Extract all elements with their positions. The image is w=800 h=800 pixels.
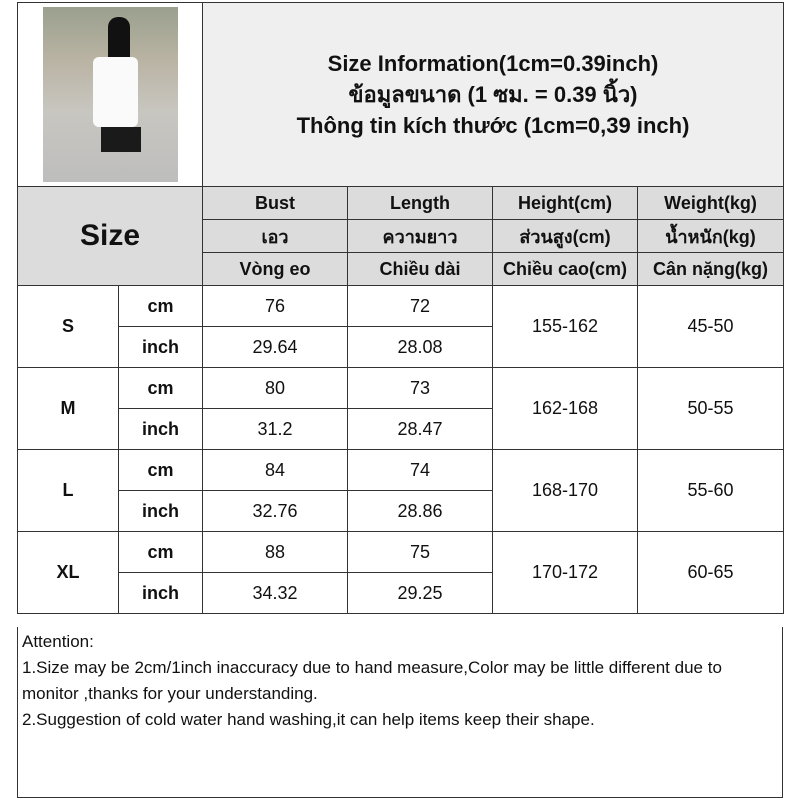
length-cm: 72 <box>347 285 493 327</box>
header-height-th: ส่วนสูง(cm) <box>492 219 638 253</box>
weight-range: 60-65 <box>637 531 784 614</box>
bust-inch: 29.64 <box>202 326 348 368</box>
unit-cell: cm <box>118 367 203 409</box>
header-weight-th: น้ำหนัก(kg) <box>637 219 784 253</box>
unit-cell: cm <box>118 285 203 327</box>
header-height-en: Height(cm) <box>492 186 638 220</box>
header-bust-th: เอว <box>202 219 348 253</box>
height-range: 168-170 <box>492 449 638 532</box>
header-bust-vi: Vòng eo <box>202 252 348 286</box>
table-row: inch 31.2 28.47 <box>18 408 784 450</box>
table-row: XL cm 88 75 170-172 60-65 <box>17 531 784 614</box>
header-height-vi: Chiều cao(cm) <box>492 252 638 286</box>
length-cm: 74 <box>347 449 493 491</box>
height-range: 170-172 <box>492 531 638 614</box>
table-row: inch 32.76 28.86 <box>18 490 784 532</box>
header-length-vi: Chiều dài <box>347 252 493 286</box>
length-cm: 75 <box>347 531 493 573</box>
note-1: 1.Size may be 2cm/1inch inaccuracy due t… <box>22 658 722 703</box>
header-length-en: Length <box>347 186 493 220</box>
unit-cell: inch <box>118 572 203 614</box>
size-cell: S <box>17 285 119 368</box>
product-photo-cell <box>17 2 203 187</box>
length-inch: 29.25 <box>347 572 493 614</box>
table-row: inch 34.32 29.25 <box>18 572 784 614</box>
bust-cm: 76 <box>202 285 348 327</box>
header-length-th: ความยาว <box>347 219 493 253</box>
bust-inch: 34.32 <box>202 572 348 614</box>
attention-notes: Attention: 1.Size may be 2cm/1inch inacc… <box>17 627 783 798</box>
header-weight-en: Weight(kg) <box>637 186 784 220</box>
bust-inch: 32.76 <box>202 490 348 532</box>
size-header: Size <box>17 186 203 286</box>
header-weight-vi: Cân nặng(kg) <box>637 252 784 286</box>
bust-cm: 80 <box>202 367 348 409</box>
weight-range: 50-55 <box>637 367 784 450</box>
notes-heading: Attention: <box>22 632 94 651</box>
size-cell: M <box>17 367 119 450</box>
length-inch: 28.86 <box>347 490 493 532</box>
height-range: 155-162 <box>492 285 638 368</box>
table-row: M cm 80 73 162-168 50-55 <box>17 367 784 450</box>
table-row: S cm 76 72 155-162 45-50 <box>17 285 784 368</box>
size-table: Size Information(1cm=0.39inch) ข้อมูลขนา… <box>17 2 784 614</box>
unit-cell: inch <box>118 408 203 450</box>
bust-cm: 88 <box>202 531 348 573</box>
bust-cm: 84 <box>202 449 348 491</box>
length-inch: 28.08 <box>347 326 493 368</box>
size-cell: L <box>17 449 119 532</box>
table-row: inch 29.64 28.08 <box>18 326 784 368</box>
title-en: Size Information(1cm=0.39inch) <box>327 51 659 76</box>
length-inch: 28.47 <box>347 408 493 450</box>
product-photo <box>42 7 178 182</box>
bust-inch: 31.2 <box>202 408 348 450</box>
unit-cell: inch <box>118 326 203 368</box>
title-th: ข้อมูลขนาด (1 ซม. = 0.39 นิ้ว) <box>348 82 638 107</box>
table-row: L cm 84 74 168-170 55-60 <box>17 449 784 532</box>
weight-range: 55-60 <box>637 449 784 532</box>
header-bust-en: Bust <box>202 186 348 220</box>
note-2: 2.Suggestion of cold water hand washing,… <box>22 710 595 729</box>
unit-cell: inch <box>118 490 203 532</box>
unit-cell: cm <box>118 531 203 573</box>
height-range: 162-168 <box>492 367 638 450</box>
weight-range: 45-50 <box>637 285 784 368</box>
unit-cell: cm <box>118 449 203 491</box>
length-cm: 73 <box>347 367 493 409</box>
title-vi: Thông tin kích thước (1cm=0,39 inch) <box>296 113 690 138</box>
size-cell: XL <box>17 531 119 614</box>
title-cell: Size Information(1cm=0.39inch) ข้อมูลขนา… <box>202 2 784 187</box>
